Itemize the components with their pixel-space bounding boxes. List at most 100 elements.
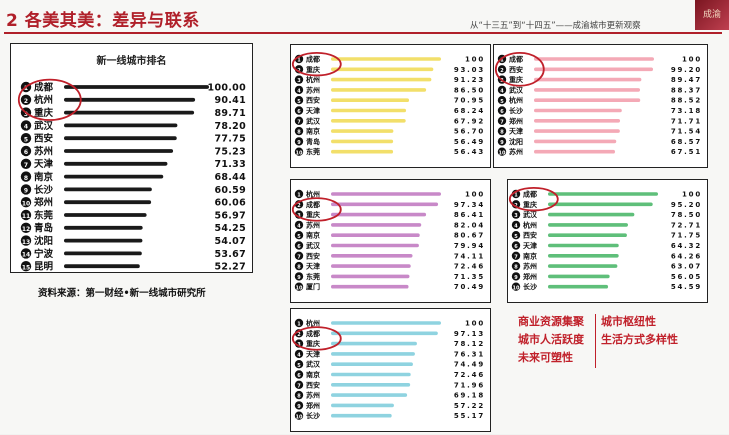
rank-number: 10 (296, 414, 303, 420)
value-label: 74.11 (454, 252, 485, 260)
bar (64, 251, 142, 256)
bar (548, 233, 627, 237)
rank-number: 4 (297, 353, 301, 359)
value-label: 79.94 (454, 242, 485, 250)
rank-badge (497, 85, 507, 95)
city-label: 武汉 (34, 120, 54, 132)
city-label: 武汉 (306, 116, 321, 125)
highlight-circle (291, 197, 342, 222)
rank-badge (20, 158, 32, 169)
bar (331, 202, 439, 207)
highlight-circle (291, 51, 342, 77)
bar (64, 213, 147, 217)
rank-badge (20, 209, 32, 221)
city-label: 宁波 (34, 248, 54, 260)
value-label: 100 (465, 320, 485, 328)
value-label: 95.20 (671, 201, 702, 209)
city-label: 郑州 (523, 272, 537, 281)
rank-badge (497, 96, 507, 105)
rank-badge (20, 197, 32, 208)
rank-number: 10 (22, 200, 30, 207)
rank-number: 6 (297, 373, 301, 379)
bar (534, 119, 621, 123)
city-label: 西安 (523, 231, 537, 240)
rank-number: 13 (22, 239, 30, 246)
value-label: 93.03 (454, 66, 485, 74)
value-label: 56.05 (671, 273, 702, 281)
value-label: 100 (682, 56, 702, 64)
value-label: 73.18 (671, 107, 702, 115)
city-label: 苏州 (34, 145, 53, 157)
bar (331, 284, 409, 289)
city-label: 天津 (306, 349, 320, 358)
dimension-panel-5: 1 杭州 100 2 成都 97.13 3 重庆 78.12 4 天津 76.31 5 武汉 74.49 6 南… (290, 308, 491, 432)
rank-number: 1 (297, 322, 301, 328)
rank-number: 2 (24, 98, 28, 105)
value-label: 71.54 (671, 128, 702, 136)
bar (64, 264, 140, 269)
title-divider (4, 32, 722, 34)
rank-number: 9 (500, 140, 504, 146)
city-label: 天津 (306, 262, 320, 271)
rank-badge (497, 137, 507, 146)
city-label: 苏州 (509, 147, 523, 156)
city-label: 重庆 (523, 200, 537, 209)
annotation-line: 城市人活跃度 (518, 333, 584, 346)
city-label: 武汉 (523, 210, 538, 219)
bar (548, 274, 610, 279)
value-label: 75.23 (214, 146, 246, 157)
rank-badge (294, 411, 304, 420)
value-label: 89.47 (671, 76, 702, 84)
bar (64, 238, 143, 243)
city-label: 西安 (34, 133, 54, 145)
dimension-panel-2: 1 成都 100 2 西安 99.20 3 重庆 89.47 4 武汉 88.37 5 杭州 88.52 6 长… (493, 44, 708, 168)
city-label: 沈阳 (509, 137, 523, 146)
annotation-line: 商业资源集聚 (518, 315, 584, 328)
bar (331, 362, 413, 366)
annotation-divider (595, 314, 596, 368)
main-chart-title: 新一线城市排名 (96, 56, 167, 67)
value-label: 97.13 (454, 330, 485, 338)
value-label: 68.44 (214, 172, 246, 183)
city-label: 天津 (34, 158, 54, 170)
bar (331, 403, 394, 408)
brand-logo: 成渝 (695, 0, 729, 30)
city-label: 成都 (523, 190, 537, 199)
value-label: 60.59 (214, 185, 246, 196)
value-label: 78.12 (454, 340, 485, 348)
city-label: 杭州 (523, 220, 537, 229)
city-label: 苏州 (306, 391, 320, 400)
rank-badge (497, 65, 507, 74)
city-label: 苏州 (523, 262, 537, 271)
value-label: 68.24 (454, 107, 485, 115)
city-label: 长沙 (34, 184, 54, 196)
city-label: 东莞 (306, 272, 320, 281)
rank-number: 4 (297, 89, 301, 95)
rank-number: 8 (24, 175, 28, 182)
rank-number: 6 (297, 109, 301, 115)
bar (331, 119, 406, 123)
rank-number: 7 (500, 119, 504, 125)
rank-badge (294, 318, 304, 328)
value-label: 77.75 (214, 134, 246, 145)
city-label: 昆明 (34, 262, 54, 272)
value-label: 72.46 (454, 263, 485, 271)
bar (534, 108, 622, 113)
bar (548, 264, 618, 268)
value-label: 80.67 (454, 232, 485, 240)
value-label: 71.71 (671, 117, 702, 125)
source-note: 资料来源：第一财经•新一线城市研究所 (38, 288, 206, 299)
value-label: 70.49 (454, 283, 485, 291)
value-label: 100 (465, 191, 485, 199)
value-label: 89.71 (214, 108, 246, 119)
rank-number: 7 (297, 119, 301, 125)
city-label: 长沙 (523, 282, 537, 291)
highlight-circle (291, 326, 342, 351)
rank-badge (294, 360, 304, 369)
rank-badge (20, 145, 32, 157)
city-label: 天津 (306, 106, 320, 115)
rank-number: 7 (297, 383, 301, 389)
value-label: 82.04 (454, 221, 485, 229)
